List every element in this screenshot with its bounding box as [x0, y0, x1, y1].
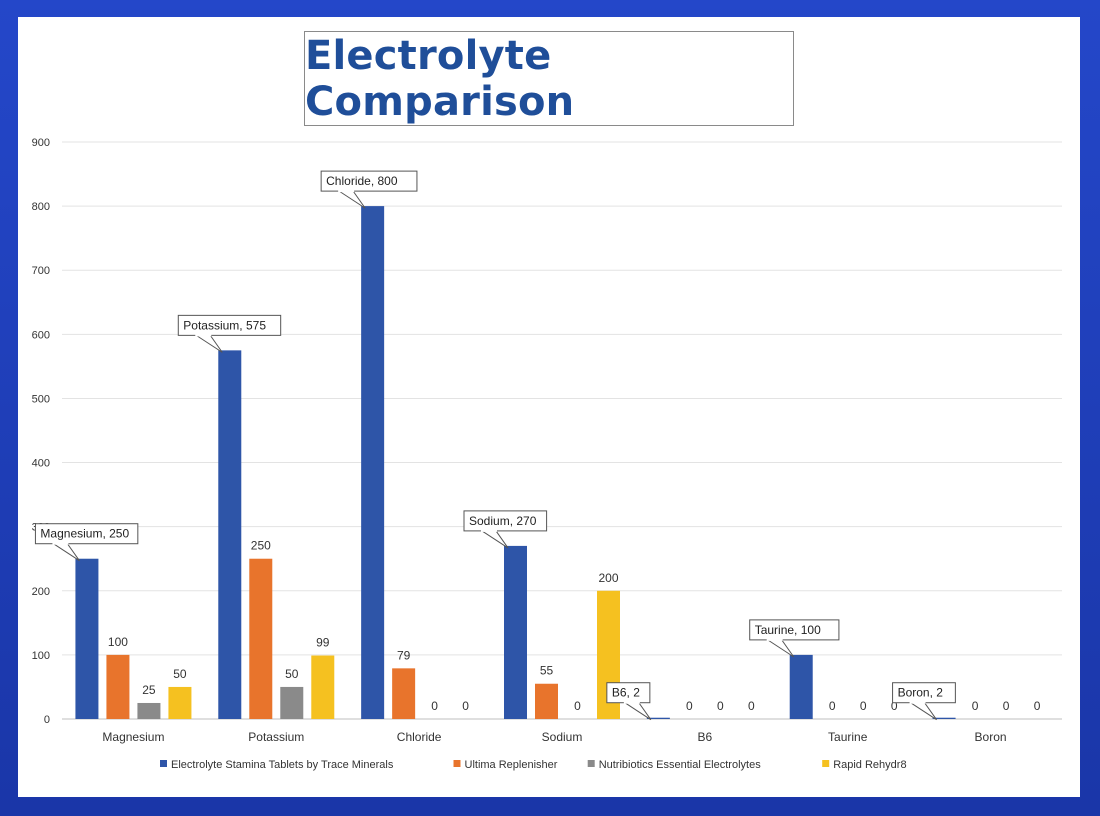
callout-pointer — [623, 702, 652, 721]
callout-pointer — [766, 639, 795, 658]
data-label: 0 — [717, 699, 724, 713]
category-label: Magnesium — [102, 730, 164, 744]
bar — [311, 655, 335, 719]
callout-label: Taurine, 100 — [755, 623, 821, 637]
legend-label: Electrolyte Stamina Tablets by Trace Min… — [171, 759, 394, 771]
data-label: 200 — [598, 571, 618, 585]
bar — [361, 206, 385, 720]
callout-joint — [338, 189, 355, 193]
category-label: B6 — [698, 730, 713, 744]
bar — [932, 717, 956, 719]
bar — [789, 654, 813, 719]
data-label: 0 — [1003, 699, 1010, 713]
y-tick-label: 500 — [32, 393, 50, 405]
bar — [106, 654, 130, 719]
y-tick-label: 100 — [32, 650, 50, 662]
data-label: 0 — [431, 699, 438, 713]
callout-joint — [481, 528, 497, 532]
category-label: Sodium — [542, 730, 583, 744]
chart-title-box: Electrolyte Comparison — [304, 31, 794, 126]
bar — [249, 558, 273, 719]
callout-pointer — [908, 702, 937, 721]
callout-pointer — [337, 190, 366, 209]
data-label: 0 — [972, 699, 979, 713]
callout-box — [34, 523, 139, 545]
legend-swatch — [822, 760, 830, 767]
data-label: 25 — [142, 683, 156, 697]
y-tick-label: 800 — [32, 201, 50, 213]
bar — [504, 545, 527, 719]
callout-label: B6, 2 — [612, 686, 640, 700]
bar — [392, 668, 416, 719]
data-label: 0 — [829, 699, 836, 713]
data-label: 0 — [891, 699, 898, 713]
callout-joint — [52, 541, 69, 545]
y-tick-label: 600 — [32, 329, 50, 341]
callout-box — [320, 170, 418, 192]
chart-title: Electrolyte Comparison — [305, 32, 575, 125]
category-label: Boron — [975, 730, 1007, 744]
callout-box — [177, 314, 282, 336]
callout-joint — [195, 333, 212, 337]
data-label: 50 — [173, 667, 187, 681]
bar — [218, 350, 242, 719]
legend-swatch — [160, 760, 167, 767]
legend-label: Rapid Rehydr8 — [833, 759, 906, 771]
bar — [75, 558, 99, 719]
y-tick-label: 400 — [32, 458, 50, 470]
y-tick-label: 700 — [32, 265, 50, 277]
callout-label: Sodium, 270 — [469, 514, 537, 528]
data-label: 0 — [574, 699, 581, 713]
legend-swatch — [587, 760, 595, 767]
category-label: Taurine — [828, 730, 868, 744]
bar — [280, 686, 304, 719]
data-label: 55 — [540, 664, 554, 678]
y-tick-label: 0 — [44, 714, 50, 726]
callout-box — [463, 510, 548, 532]
callout-joint — [909, 700, 926, 704]
data-label: 79 — [397, 648, 411, 662]
data-label: 0 — [1034, 699, 1041, 713]
category-label: Potassium — [248, 730, 304, 744]
y-tick-label: 200 — [32, 586, 50, 598]
callout-label: Chloride, 800 — [326, 174, 398, 188]
data-label: 0 — [462, 699, 469, 713]
data-label: 100 — [108, 635, 128, 649]
legend-label: Nutribiotics Essential Electrolytes — [599, 759, 762, 771]
callout-joint — [766, 637, 783, 641]
callout-box — [749, 619, 840, 641]
legend-swatch — [453, 760, 461, 767]
callout-pointer — [480, 530, 509, 549]
bar — [535, 683, 558, 719]
callout-pointer — [51, 543, 80, 562]
callout-label: Potassium, 575 — [183, 318, 266, 332]
callout-joint — [623, 700, 640, 704]
callout-label: Magnesium, 250 — [40, 527, 129, 541]
chart-panel — [18, 17, 1080, 797]
callout-pointer — [194, 334, 223, 353]
data-label: 50 — [285, 667, 299, 681]
data-label: 0 — [748, 699, 755, 713]
y-tick-label: 900 — [32, 137, 50, 149]
bar — [646, 717, 670, 719]
bar — [168, 686, 192, 719]
data-label: 0 — [686, 699, 693, 713]
category-label: Chloride — [397, 730, 442, 744]
data-label: 250 — [251, 539, 271, 553]
legend-label: Ultima Replenisher — [465, 759, 558, 771]
data-label: 99 — [316, 636, 330, 650]
bar — [137, 702, 161, 719]
callout-label: Boron, 2 — [898, 686, 944, 700]
data-label: 0 — [860, 699, 867, 713]
